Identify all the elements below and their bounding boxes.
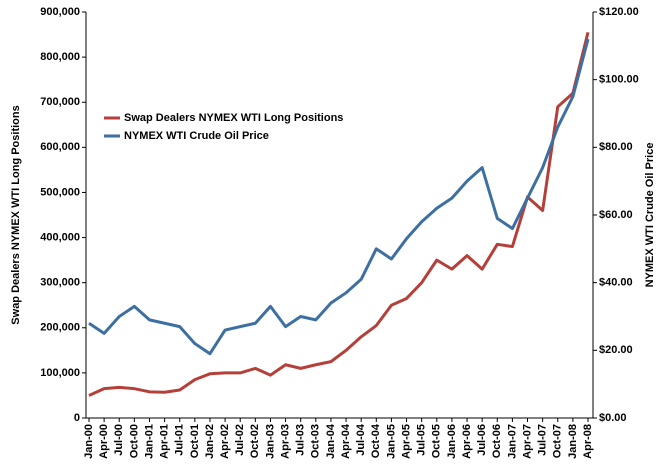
x-tick-label: Apr-03: [279, 424, 291, 459]
x-tick-label: Oct-00: [128, 424, 140, 458]
legend-label: Swap Dealers NYMEX WTI Long Positions: [124, 112, 343, 124]
y2-tick-label: $0.00: [599, 412, 627, 424]
x-tick-label: Jan-04: [325, 423, 337, 459]
x-tick-label: Oct-06: [491, 424, 503, 458]
legend-label: NYMEX WTI Crude Oil Price: [124, 130, 269, 142]
x-tick-label: Apr-06: [461, 424, 473, 459]
series-line: [88, 31, 590, 397]
y-tick-label: 900,000: [40, 6, 80, 18]
x-tick-label: Jul-02: [234, 424, 246, 456]
y2-tick-label: $100.00: [599, 74, 639, 86]
series-line: [88, 38, 590, 356]
x-tick-label: Apr-01: [159, 424, 171, 459]
x-tick-label: Jul-07: [537, 424, 549, 456]
x-tick-label: Oct-05: [431, 424, 443, 458]
x-tick-label: Jan-06: [446, 424, 458, 459]
x-tick-label: Jul-04: [355, 423, 367, 456]
y-tick-label: 400,000: [40, 231, 80, 243]
x-tick-label: Apr-05: [400, 424, 412, 459]
y2-axis-title: NYMEX WTI Crude Oil Price: [644, 143, 656, 288]
y2-tick-label: $60.00: [599, 209, 633, 221]
x-tick-label: Jul-06: [476, 424, 488, 456]
x-tick-label: Jan-01: [143, 424, 155, 459]
x-tick-label: Jan-07: [506, 424, 518, 459]
y2-tick-label: $20.00: [599, 344, 633, 356]
y-tick-label: 600,000: [40, 141, 80, 153]
y2-tick-label: $80.00: [599, 141, 633, 153]
x-tick-label: Jan-00: [83, 424, 95, 459]
x-tick-label: Apr-02: [219, 424, 231, 459]
y-axis-title: Swap Dealers NYMEX WTI Long Positions: [10, 105, 22, 324]
x-tick-label: Oct-03: [310, 424, 322, 458]
x-tick-label: Jul-05: [416, 424, 428, 456]
y-tick-label: 700,000: [40, 96, 80, 108]
y-tick-label: 500,000: [40, 186, 80, 198]
x-tick-label: Apr-04: [340, 423, 352, 459]
x-tick-label: Oct-02: [249, 424, 261, 458]
x-tick-label: Jul-01: [174, 424, 186, 456]
x-tick-label: Jul-03: [295, 424, 307, 456]
y-tick-label: 300,000: [40, 277, 80, 289]
x-tick-label: Jan-03: [264, 424, 276, 459]
x-tick-label: Oct-01: [189, 424, 201, 458]
x-tick-label: Oct-07: [552, 424, 564, 458]
x-tick-label: Apr-07: [521, 424, 533, 459]
y2-tick-label: $40.00: [599, 277, 633, 289]
x-tick-label: Apr-08: [582, 424, 594, 459]
x-tick-label: Apr-00: [98, 424, 110, 459]
x-tick-label: Jan-05: [385, 424, 397, 459]
y-tick-label: 100,000: [40, 367, 80, 379]
y-tick-label: 0: [74, 412, 80, 424]
y-tick-label: 200,000: [40, 322, 80, 334]
x-tick-label: Jul-00: [113, 424, 125, 456]
y2-tick-label: $120.00: [599, 6, 639, 18]
x-tick-label: Jan-02: [204, 424, 216, 459]
y-tick-label: 800,000: [40, 51, 80, 63]
x-tick-label: Jan-08: [567, 424, 579, 459]
x-tick-label: Oct-04: [370, 423, 382, 458]
